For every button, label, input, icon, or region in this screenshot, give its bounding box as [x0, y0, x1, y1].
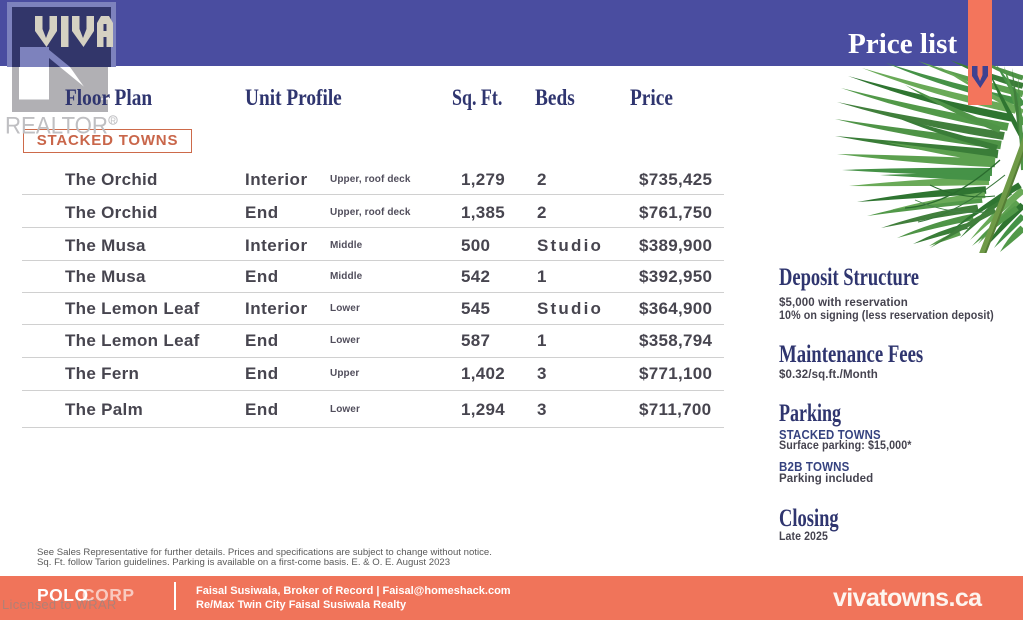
svg-text:REALTOR: REALTOR: [5, 113, 108, 140]
svg-text:R: R: [110, 116, 116, 125]
